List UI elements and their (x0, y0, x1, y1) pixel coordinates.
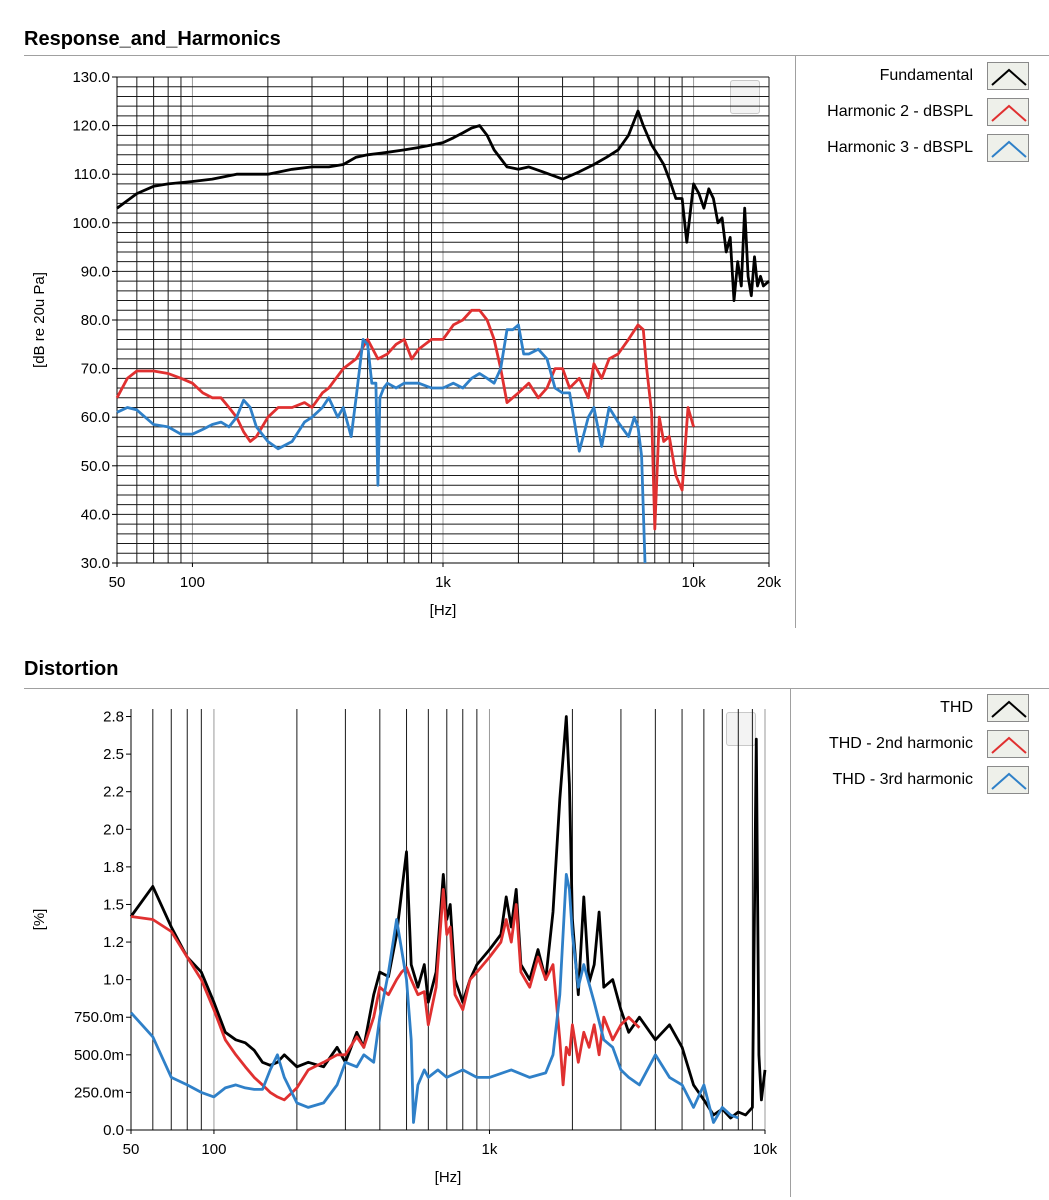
legend-label: THD - 3rd harmonic (832, 771, 973, 788)
x-tick-label: 50 (123, 1141, 140, 1158)
distortion-chart: 0.0 250.0m 500.0m 750.0m 1.0 1.2 1.5 1.8 2.0 2.2 2… (31, 709, 778, 1186)
y-tick-label: 120.0 (72, 118, 110, 135)
y-tick-label: 90.0 (81, 263, 110, 280)
x-axis-label: [Hz] (435, 1169, 462, 1186)
y-tick-label: 1.0 (103, 972, 124, 989)
series-line-thd-2nd-harmonic (130, 888, 641, 1102)
legend-label: Harmonic 2 - dBSPL (827, 103, 973, 120)
x-axis-label: [Hz] (430, 602, 457, 619)
x-tick-label: 1k (482, 1141, 498, 1158)
y-tick-label: 70.0 (81, 361, 110, 378)
legend-swatch-icon[interactable] (987, 62, 1029, 90)
y-tick-label: 110.0 (74, 166, 110, 183)
panel-title-distortion: Distortion (24, 658, 119, 680)
y-tick-label: 60.0 (81, 409, 110, 426)
x-tick-label: 100 (180, 574, 205, 591)
legend-label: THD (940, 699, 973, 716)
panel-divider (24, 55, 1049, 56)
legend-item[interactable]: Fundamental (827, 58, 1029, 94)
panel-title-response: Response_and_Harmonics (24, 28, 281, 50)
legend-line-icon (991, 772, 1027, 790)
legend-item[interactable]: Harmonic 2 - dBSPL (827, 94, 1029, 130)
y-tick-label: 1.2 (103, 934, 124, 951)
series-line-thd-3rd-harmonic (129, 873, 739, 1124)
y-tick-label: 750.0m (74, 1009, 124, 1026)
x-tick-label: 10k (753, 1141, 778, 1158)
y-tick-label: 40.0 (81, 506, 110, 523)
x-tick-label: 50 (109, 574, 126, 591)
legend-label: Harmonic 3 - dBSPL (827, 139, 973, 156)
legend-swatch-icon[interactable] (987, 694, 1029, 722)
x-tick-label: 1k (435, 574, 451, 591)
help-icon[interactable] (726, 712, 756, 746)
legend-line-icon (991, 68, 1027, 86)
legend-line-icon (991, 736, 1027, 754)
y-tick-label: 0.0 (103, 1122, 124, 1139)
y-tick-label: 2.5 (103, 746, 124, 763)
legend-swatch-icon[interactable] (987, 134, 1029, 162)
series-line-thd (129, 715, 767, 1120)
y-axis-label: [%] (31, 909, 48, 931)
legend-swatch-icon[interactable] (987, 766, 1029, 794)
y-tick-label: 2.2 (103, 784, 124, 801)
x-tick-label: 20k (757, 574, 782, 591)
legend-swatch-icon[interactable] (987, 730, 1029, 758)
y-tick-label: 1.8 (103, 859, 124, 876)
legend-item[interactable]: THD (829, 690, 1029, 726)
legend-line-icon (991, 104, 1027, 122)
series-line-fundamental (116, 109, 770, 303)
y-tick-label: 2.8 (103, 709, 124, 726)
y-tick-label: 500.0m (74, 1047, 124, 1064)
help-icon[interactable] (730, 80, 760, 114)
legend-distortion: THD THD - 2nd harmonic THD - 3rd harmoni… (829, 690, 1029, 798)
legend-label: THD - 2nd harmonic (828, 735, 973, 752)
y-axis-label: [dB re 20u Pa] (31, 272, 48, 368)
legend-line-icon (991, 140, 1027, 158)
legend-line-icon (991, 700, 1027, 718)
legend-item[interactable]: THD - 2nd harmonic (829, 726, 1029, 762)
legend-label: Fundamental (879, 67, 973, 84)
y-tick-label: 250.0m (74, 1084, 124, 1101)
legend-divider (790, 689, 791, 1197)
legend-divider (795, 56, 796, 628)
y-tick-label: 130.0 (72, 69, 110, 86)
y-tick-label: 1.5 (103, 896, 124, 913)
y-tick-label: 100.0 (72, 215, 110, 232)
panel-divider (24, 688, 1049, 689)
y-tick-label: 2.0 (103, 821, 124, 838)
series-line-harmonic-3-dbspl (116, 323, 647, 564)
response-chart: 30.0 40.0 50.0 60.0 70.0 80.0 90.0 100.0 110.0 12… (31, 69, 782, 619)
y-tick-label: 30.0 (81, 555, 110, 572)
x-tick-label: 10k (681, 574, 706, 591)
y-tick-label: 80.0 (81, 312, 110, 329)
legend-item[interactable]: Harmonic 3 - dBSPL (827, 130, 1029, 166)
y-tick-label: 50.0 (81, 458, 110, 475)
legend-response: Fundamental Harmonic 2 - dBSPL Harmonic … (827, 58, 1029, 166)
x-tick-label: 100 (201, 1141, 226, 1158)
legend-swatch-icon[interactable] (987, 98, 1029, 126)
legend-item[interactable]: THD - 3rd harmonic (829, 762, 1029, 798)
